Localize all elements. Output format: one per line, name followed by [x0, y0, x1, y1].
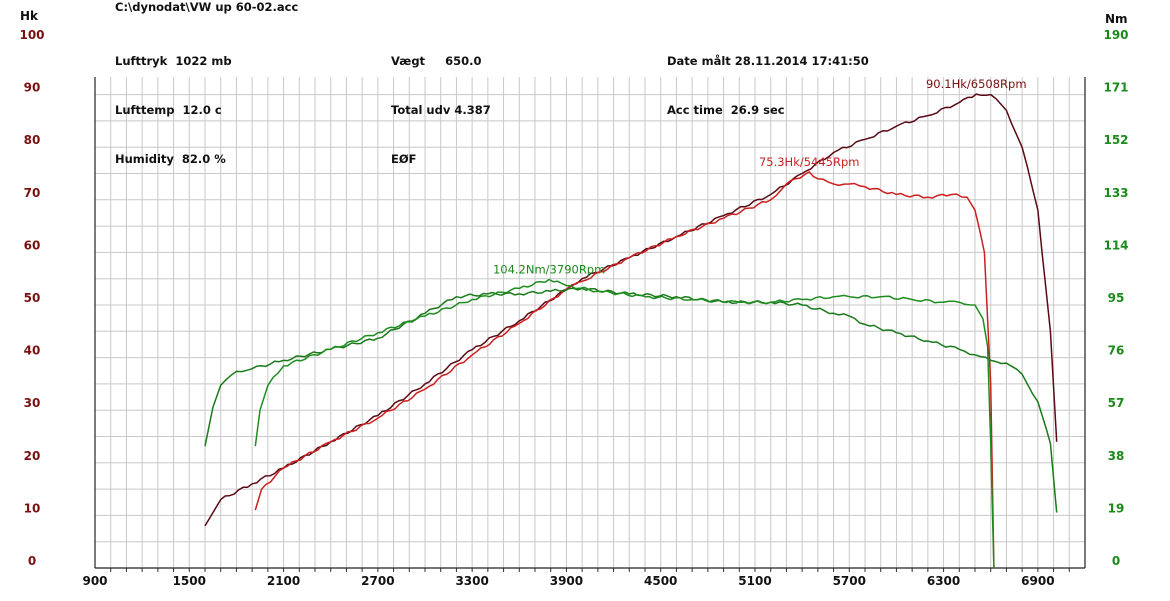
series-line-nm-run-1: [204, 287, 1058, 513]
right-tick-label: 76: [1108, 344, 1125, 358]
x-tick-label: 2100: [267, 574, 300, 588]
right-tick-label: 190: [1103, 28, 1128, 42]
right-axis-title: Nm: [1105, 12, 1128, 26]
grid-lines: [95, 77, 1085, 568]
x-tick-label: 6900: [1021, 574, 1054, 588]
left-tick-label: 20: [24, 449, 41, 463]
x-tick-label: 1500: [173, 574, 206, 588]
lufttryk: Lufttryk 1022 mb: [115, 54, 232, 68]
eof: EØF: [391, 152, 417, 166]
x-tick-label: 5100: [738, 574, 771, 588]
right-tick-label: 38: [1108, 449, 1125, 463]
peak-annotation: 75.3Hk/5445Rpm: [759, 155, 860, 169]
humidity: Humidity 82.0 %: [115, 152, 226, 166]
x-tick-label: 3300: [455, 574, 488, 588]
date-maalt: Date målt 28.11.2014 17:41:50: [667, 54, 869, 68]
left-tick-label: 90: [24, 81, 41, 95]
series-lines: [204, 93, 1058, 569]
left-tick-label: 60: [24, 238, 41, 252]
x-tick-label: 900: [82, 574, 107, 588]
left-tick-label: 100: [19, 28, 44, 42]
right-tick-label: 152: [1103, 133, 1128, 147]
series-line-hk-run-1: [204, 93, 1058, 527]
x-tick-label: 2700: [361, 574, 394, 588]
x-tick-label: 4500: [644, 574, 677, 588]
acc-time: Acc time 26.9 sec: [667, 103, 785, 117]
file-path: C:\dynodat\VW up 60-02.acc: [115, 0, 299, 14]
x-tick-label: 5700: [833, 574, 866, 588]
left-tick-labels: 0 10 20 30 40 50 60 70 80 90 100: [19, 28, 44, 568]
total-udv: Total udv 4.387: [391, 103, 491, 117]
right-tick-label: 95: [1108, 291, 1125, 305]
left-tick-label: 70: [24, 186, 41, 200]
x-tick-labels: 900 1500 2100 2700 3300 3900 4500 5100 5700 6300 6…: [82, 574, 1054, 588]
lufttemp: Lufttemp 12.0 c: [115, 103, 222, 117]
right-tick-label: 133: [1103, 186, 1128, 200]
x-tick-label: 6300: [927, 574, 960, 588]
left-axis-title: Hk: [20, 9, 39, 23]
peak-annotation: 90.1Hk/6508Rpm: [926, 77, 1027, 91]
right-tick-label: 171: [1103, 81, 1128, 95]
right-tick-label: 0: [1112, 554, 1120, 568]
series-line-hk-run-2: [254, 171, 995, 569]
right-tick-label: 19: [1108, 501, 1125, 515]
peak-annotation: 104.2Nm/3790Rpm: [493, 263, 605, 277]
left-tick-label: 30: [24, 396, 41, 410]
axes: [94, 77, 1086, 572]
left-tick-label: 0: [28, 554, 36, 568]
vaegt: Vægt 650.0: [391, 54, 482, 68]
left-tick-label: 10: [24, 501, 41, 515]
header-col3: Date målt 28.11.2014 17:41:50 Acc time 2…: [667, 23, 869, 135]
series-line-nm-run-2: [254, 278, 995, 569]
right-tick-label: 114: [1103, 238, 1128, 252]
header-col1: Lufttryk 1022 mb Lufttemp 12.0 c Humidit…: [115, 23, 232, 184]
annotations: 90.1Hk/6508Rpm 75.3Hk/5445Rpm 104.2Nm/3790…: [493, 77, 1027, 276]
left-tick-label: 50: [24, 291, 41, 305]
left-tick-label: 80: [24, 133, 41, 147]
left-tick-label: 40: [24, 344, 41, 358]
right-tick-label: 57: [1108, 396, 1125, 410]
header-col2: Vægt 650.0 Total udv 4.387 EØF: [391, 23, 491, 184]
x-tick-label: 3900: [550, 574, 583, 588]
right-tick-labels: 0 19 38 57 76 95 114 133 152 171 190: [1103, 28, 1128, 568]
